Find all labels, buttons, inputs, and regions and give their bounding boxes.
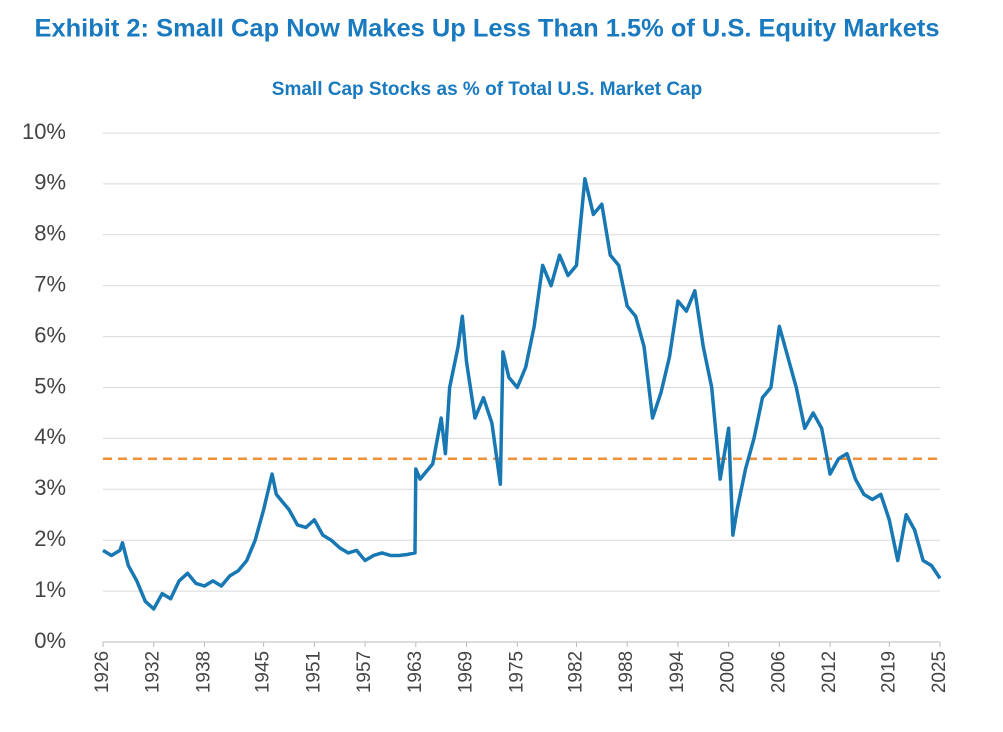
chart-subtitle: Small Cap Stocks as % of Total U.S. Mark…: [272, 79, 702, 100]
x-tick-label: 1988: [616, 651, 637, 693]
x-tick-label: 1969: [456, 651, 477, 693]
y-tick-label: 8%: [34, 221, 66, 246]
y-tick-label: 5%: [34, 373, 66, 398]
y-tick-label: 3%: [34, 475, 66, 500]
x-tick-label: 1982: [565, 651, 586, 693]
x-tick-label: 2019: [878, 651, 899, 693]
chart-title: Exhibit 2: Small Cap Now Makes Up Less T…: [35, 15, 940, 43]
y-tick-label: 7%: [34, 272, 66, 297]
x-tick-label: 1926: [92, 651, 113, 693]
x-tick-label: 2012: [819, 651, 840, 693]
x-tick-label: 1957: [354, 651, 375, 693]
x-tick-label: 1951: [303, 651, 324, 693]
x-tick-label: 1932: [143, 651, 164, 693]
x-tick-label: 1994: [667, 650, 688, 693]
y-tick-label: 2%: [34, 526, 66, 551]
y-tick-label: 1%: [34, 577, 66, 602]
y-tick-label: 4%: [34, 424, 66, 449]
data-line: [102, 177, 942, 611]
y-tick-label: 6%: [34, 322, 66, 347]
x-tick-label: 2025: [929, 651, 950, 693]
y-tick-label: 9%: [34, 170, 66, 195]
x-tick-label: 1975: [506, 651, 527, 693]
x-tick-label: 1945: [253, 651, 274, 693]
x-tick-label: 1963: [405, 651, 426, 693]
y-tick-label: 10%: [22, 119, 66, 144]
x-tick-label: 1938: [193, 651, 214, 693]
y-tick-label: 0%: [34, 628, 66, 653]
x-tick-label: 2000: [718, 651, 739, 693]
x-tick-label: 2006: [768, 651, 789, 693]
